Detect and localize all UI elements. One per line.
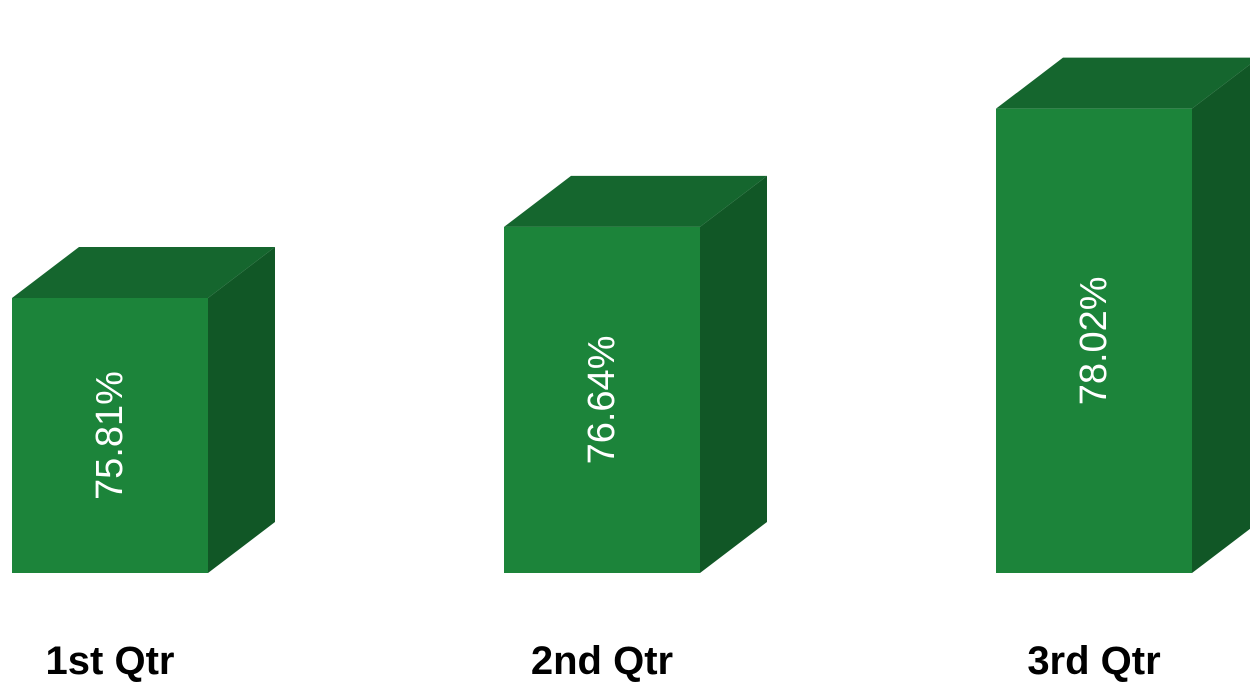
bar-2: 76.64% bbox=[504, 175, 767, 574]
data-label: 75.81% bbox=[89, 371, 131, 500]
category-label: 2nd Qtr bbox=[531, 639, 673, 683]
bar-front-face bbox=[12, 297, 208, 573]
bar-3: 78.02% bbox=[996, 57, 1250, 573]
bar-side-face bbox=[1192, 64, 1250, 573]
data-label: 76.64% bbox=[581, 336, 623, 465]
bar-front-face bbox=[504, 226, 700, 574]
category-label: 3rd Qtr bbox=[1027, 639, 1160, 683]
bar-top-face bbox=[12, 246, 275, 298]
bar-top-face bbox=[996, 57, 1250, 109]
data-label: 78.02% bbox=[1073, 276, 1115, 405]
bar-1: 75.81% bbox=[12, 246, 275, 573]
bar-side-face bbox=[700, 175, 767, 574]
bar-side-face bbox=[208, 246, 275, 573]
bar-top-face bbox=[504, 175, 767, 227]
category-label: 1st Qtr bbox=[46, 639, 175, 683]
bar-front-face bbox=[996, 108, 1192, 573]
